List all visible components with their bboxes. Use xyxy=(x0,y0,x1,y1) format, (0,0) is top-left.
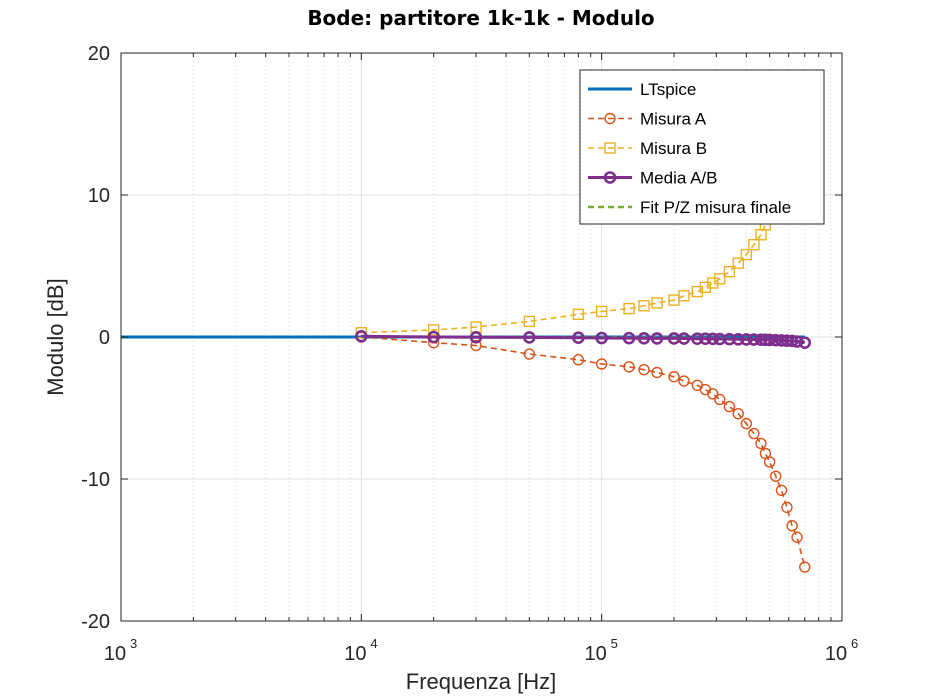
data-point xyxy=(699,281,712,293)
data-point xyxy=(572,354,585,366)
data-point xyxy=(469,330,483,344)
ticks: 10 3 10 4 10 5 10 6 20 10 0 -10 -20 xyxy=(81,43,858,665)
data-point xyxy=(427,330,440,344)
series-layer xyxy=(121,199,812,573)
x-axis-label: Frequenza [Hz] xyxy=(406,669,556,694)
data-point xyxy=(699,332,712,346)
legend-entry: Misura B xyxy=(588,139,707,158)
series-line xyxy=(361,334,805,345)
x-tick-label: 10 xyxy=(104,643,126,665)
data-point xyxy=(691,285,704,298)
data-point xyxy=(668,371,680,383)
legend-entry: Misura A xyxy=(588,110,707,129)
data-point xyxy=(740,333,753,346)
data-point xyxy=(799,561,811,573)
data-point xyxy=(790,335,804,348)
data-point xyxy=(470,339,482,352)
legend-box xyxy=(579,69,825,225)
y-tick-label: -20 xyxy=(81,611,110,633)
data-point xyxy=(707,277,719,289)
data-point xyxy=(638,363,650,376)
data-point xyxy=(732,407,744,420)
y-tick-label: 10 xyxy=(88,185,110,207)
legend-entry: Fit P/Z misura finale xyxy=(588,198,791,217)
data-point xyxy=(714,393,726,406)
data-point xyxy=(623,361,635,373)
y-tick-label: 0 xyxy=(99,327,110,349)
data-point xyxy=(748,427,760,440)
data-point xyxy=(691,332,704,346)
x-tick-label: 10 xyxy=(585,643,607,665)
legend-label: LTspice xyxy=(640,80,696,99)
data-point xyxy=(604,142,616,154)
x-tick-exponent: 3 xyxy=(130,636,137,651)
data-point xyxy=(595,331,608,345)
x-tick-label: 10 xyxy=(344,643,366,665)
x-tick-label: 10 xyxy=(825,643,847,665)
data-point xyxy=(747,333,761,346)
chart-title: Bode: partitore 1k-1k - Modulo xyxy=(307,6,654,30)
data-point xyxy=(678,375,690,387)
data-point xyxy=(740,417,753,430)
data-point xyxy=(638,300,650,312)
data-point xyxy=(523,348,536,360)
y-tick-label: -10 xyxy=(81,469,110,491)
data-point xyxy=(775,484,788,497)
data-point xyxy=(763,333,776,347)
data-point xyxy=(798,336,812,349)
series-media-a-b xyxy=(355,329,812,349)
data-point xyxy=(651,297,663,309)
data-point xyxy=(427,324,440,336)
data-point xyxy=(523,315,536,328)
data-point xyxy=(714,273,726,285)
data-point xyxy=(763,456,776,468)
data-point xyxy=(781,501,793,514)
data-point xyxy=(791,531,803,543)
data-point xyxy=(677,332,691,345)
data-point xyxy=(785,334,799,348)
data-point xyxy=(723,400,736,413)
legend-items: LTspice Misura A Misura B Media A/B Fit P/Z … xyxy=(588,80,791,217)
data-point xyxy=(731,332,745,346)
data-point xyxy=(650,332,664,345)
data-point xyxy=(523,331,536,344)
legend-entry: Media A/B xyxy=(588,169,718,188)
data-point xyxy=(740,248,753,261)
data-point xyxy=(748,238,760,251)
data-point xyxy=(755,437,767,450)
data-point xyxy=(572,331,585,345)
legend-label: Fit P/Z misura finale xyxy=(640,198,791,217)
data-point xyxy=(637,331,651,345)
data-point xyxy=(623,302,635,315)
y-axis-label: Modulo [dB] xyxy=(43,278,68,395)
data-point xyxy=(770,470,782,482)
data-point xyxy=(786,520,798,532)
y-tick-label: 20 xyxy=(88,43,110,65)
data-point xyxy=(595,358,608,370)
x-tick-exponent: 5 xyxy=(611,636,618,651)
series-line xyxy=(361,204,777,334)
data-point xyxy=(723,265,736,278)
data-point xyxy=(707,388,719,400)
legend-label: Misura B xyxy=(640,139,707,158)
legend-label: Misura A xyxy=(640,110,707,129)
legend-label: Media A/B xyxy=(640,169,718,188)
data-point xyxy=(678,290,690,302)
legend-entry: LTspice xyxy=(588,80,696,99)
data-point xyxy=(572,308,585,320)
data-point xyxy=(706,332,720,346)
x-tick-exponent: 6 xyxy=(851,636,858,651)
legend: LTspice Misura A Misura B Media A/B Fit P/Z … xyxy=(579,69,825,225)
data-point xyxy=(604,112,616,125)
data-point xyxy=(595,305,608,318)
data-point xyxy=(622,331,636,345)
x-tick-exponent: 4 xyxy=(370,636,377,651)
data-point xyxy=(603,171,617,184)
data-point xyxy=(732,257,744,269)
data-point xyxy=(651,366,663,379)
data-point xyxy=(355,329,368,343)
